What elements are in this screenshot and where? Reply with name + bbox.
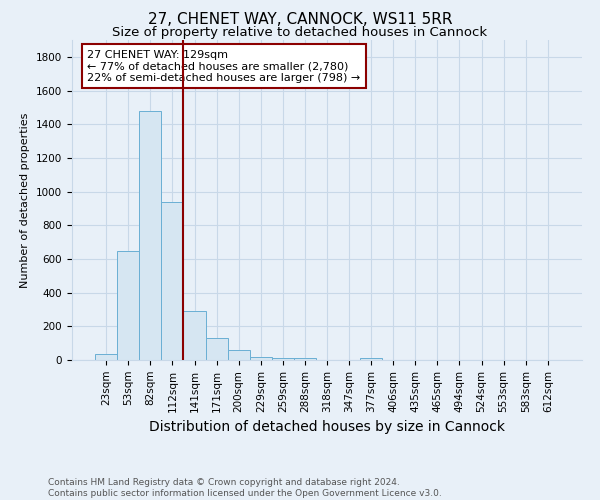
- Text: 27 CHENET WAY: 129sqm
← 77% of detached houses are smaller (2,780)
22% of semi-d: 27 CHENET WAY: 129sqm ← 77% of detached …: [88, 50, 361, 83]
- Text: Contains HM Land Registry data © Crown copyright and database right 2024.
Contai: Contains HM Land Registry data © Crown c…: [48, 478, 442, 498]
- Bar: [360, 358, 382, 360]
- Bar: [161, 202, 184, 360]
- Bar: [184, 311, 206, 360]
- Text: Size of property relative to detached houses in Cannock: Size of property relative to detached ho…: [112, 26, 488, 39]
- Bar: [250, 356, 272, 360]
- Bar: [139, 110, 161, 360]
- Bar: [227, 350, 250, 360]
- X-axis label: Distribution of detached houses by size in Cannock: Distribution of detached houses by size …: [149, 420, 505, 434]
- Bar: [294, 358, 316, 360]
- Y-axis label: Number of detached properties: Number of detached properties: [20, 112, 31, 288]
- Bar: [95, 354, 117, 360]
- Bar: [206, 338, 227, 360]
- Text: 27, CHENET WAY, CANNOCK, WS11 5RR: 27, CHENET WAY, CANNOCK, WS11 5RR: [148, 12, 452, 28]
- Bar: [117, 250, 139, 360]
- Bar: [272, 358, 294, 360]
